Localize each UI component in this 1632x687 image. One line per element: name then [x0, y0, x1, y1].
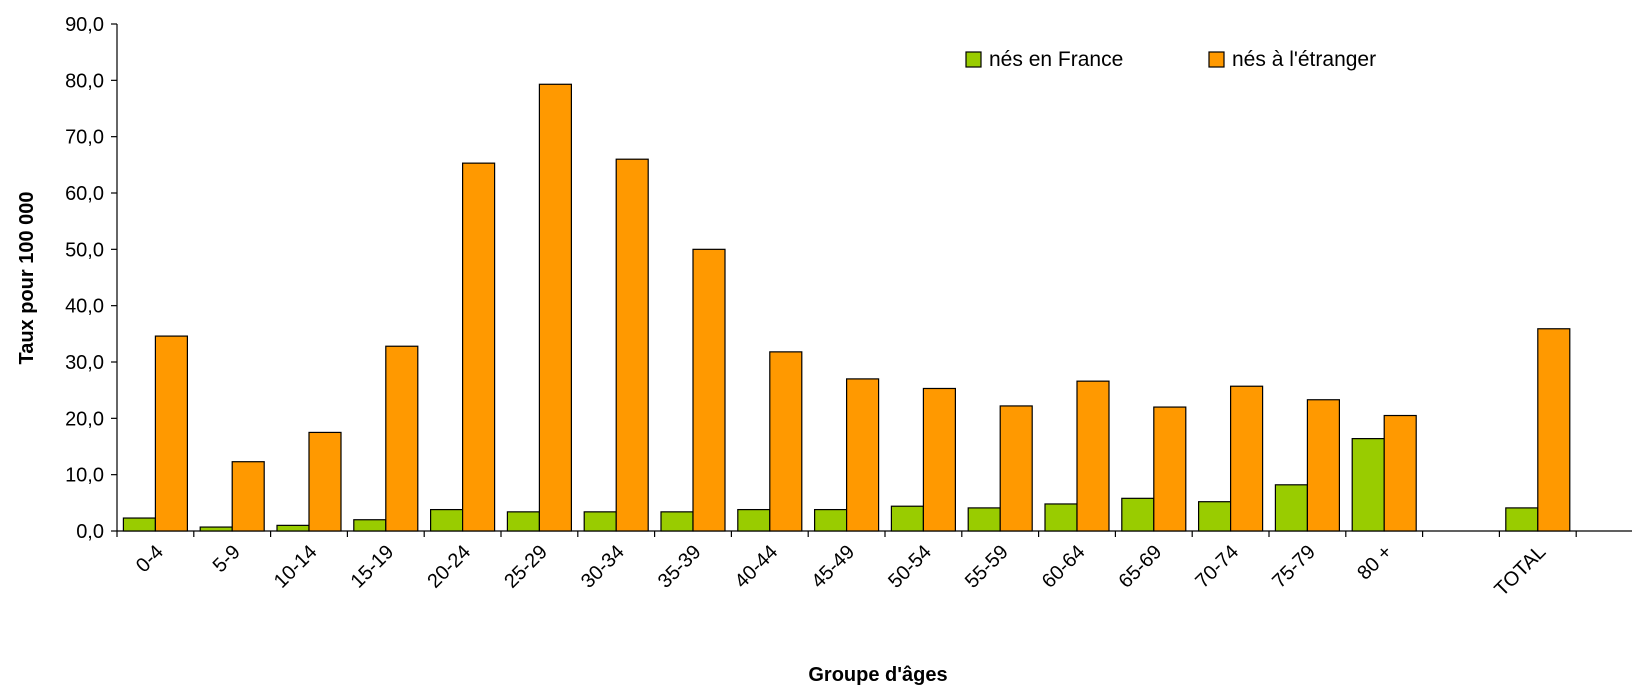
x-tick-label: 75-79: [1268, 541, 1320, 593]
x-tick-label: 15-19: [347, 541, 399, 593]
bar-nes-en-france: [1505, 507, 1539, 532]
legend: nés en France nés à l'étranger: [965, 48, 1376, 71]
bar-nes-en-france: [506, 511, 540, 532]
legend-label: nés en France: [989, 48, 1123, 71]
bar-nes-en-france: [276, 524, 310, 532]
x-tick-label: 55-59: [961, 541, 1013, 593]
bar-nes-en-france: [583, 511, 617, 532]
bar-nes-a-l-etranger: [1229, 385, 1264, 532]
bar-nes-en-france: [1274, 484, 1309, 532]
bar-nes-a-l-etranger: [1383, 414, 1417, 532]
legend-swatch: [1208, 51, 1225, 68]
bar-nes-a-l-etranger: [1153, 406, 1187, 532]
x-tick-label: 0-4: [132, 541, 168, 577]
bar-nes-en-france: [199, 526, 233, 532]
bar-nes-en-france: [660, 511, 694, 532]
x-axis-ticks: 0-4 5-9 10-14 15-19 20-24 25-29 30-34 35-39 40-4…: [116, 531, 1577, 601]
bar-nes-a-l-etranger: [999, 405, 1033, 532]
x-tick-label: 40-44: [731, 541, 783, 593]
bar-nes-a-l-etranger: [462, 162, 496, 532]
bar-nes-en-france: [1197, 501, 1232, 532]
y-tick-label: 40,0: [65, 296, 104, 318]
bar-nes-a-l-etranger: [1076, 380, 1110, 532]
bar-nes-a-l-etranger: [922, 387, 957, 532]
x-tick-label: 5-9: [209, 541, 245, 577]
x-tick-label: 25-29: [500, 541, 552, 593]
y-axis-title: Taux pour 100 000: [16, 191, 38, 364]
bars: [122, 83, 1571, 532]
bar-nes-en-france: [813, 508, 848, 532]
bar-nes-a-l-etranger: [538, 83, 573, 532]
legend-swatch: [965, 51, 982, 68]
bar-nes-en-france: [1351, 438, 1385, 532]
bar-nes-en-france: [1044, 503, 1078, 532]
bar-nes-a-l-etranger: [845, 378, 880, 532]
y-tick-label: 80,0: [65, 70, 104, 92]
x-tick-label: 80 +: [1353, 541, 1396, 584]
y-axis-ticks: 0,0 10,0 20,0 30,0 40,0 50,0 60,0 70,0 80,0 90,0: [65, 14, 117, 543]
y-tick-label: 60,0: [65, 183, 104, 205]
bar-nes-a-l-etranger: [231, 461, 265, 532]
legend-label: nés à l'étranger: [1232, 48, 1376, 71]
bar-nes-en-france: [1121, 497, 1155, 532]
x-tick-label: 45-49: [807, 541, 859, 593]
bar-nes-en-france: [122, 517, 157, 532]
bar-nes-a-l-etranger: [385, 345, 419, 532]
bar-nes-en-france: [430, 508, 464, 532]
y-tick-label: 0,0: [76, 521, 104, 543]
x-tick-label: TOTAL: [1491, 541, 1551, 601]
bar-nes-en-france: [967, 507, 1001, 532]
bar-nes-a-l-etranger: [308, 431, 342, 532]
y-tick-label: 20,0: [65, 408, 104, 430]
x-tick-label: 60-64: [1038, 541, 1090, 593]
x-tick-label: 50-54: [884, 541, 936, 593]
y-tick-label: 30,0: [65, 352, 104, 374]
x-tick-label: 70-74: [1191, 541, 1243, 593]
x-tick-label: 20-24: [423, 541, 475, 593]
bar-nes-a-l-etranger: [769, 351, 803, 532]
y-tick-label: 70,0: [65, 127, 104, 149]
bar-nes-en-france: [890, 505, 925, 532]
bar-nes-a-l-etranger: [154, 335, 188, 532]
x-tick-label: 65-69: [1115, 541, 1167, 593]
y-tick-label: 90,0: [65, 14, 104, 36]
bar-nes-en-france: [737, 508, 771, 532]
bar-nes-a-l-etranger: [615, 158, 649, 532]
x-axis-title: Groupe d'âges: [808, 664, 947, 686]
bar-nes-a-l-etranger: [1306, 399, 1341, 532]
x-tick-label: 35-39: [654, 541, 706, 593]
bar-nes-a-l-etranger: [1537, 328, 1571, 532]
y-tick-label: 10,0: [65, 465, 104, 487]
y-tick-label: 50,0: [65, 239, 104, 261]
x-tick-label: 10-14: [270, 541, 322, 593]
bar-nes-a-l-etranger: [692, 248, 726, 532]
bar-nes-en-france: [353, 519, 387, 532]
x-tick-label: 30-34: [577, 541, 629, 593]
plot-area: 0,010,020,030,040,050,060,070,080,090,0 …: [65, 14, 1632, 601]
